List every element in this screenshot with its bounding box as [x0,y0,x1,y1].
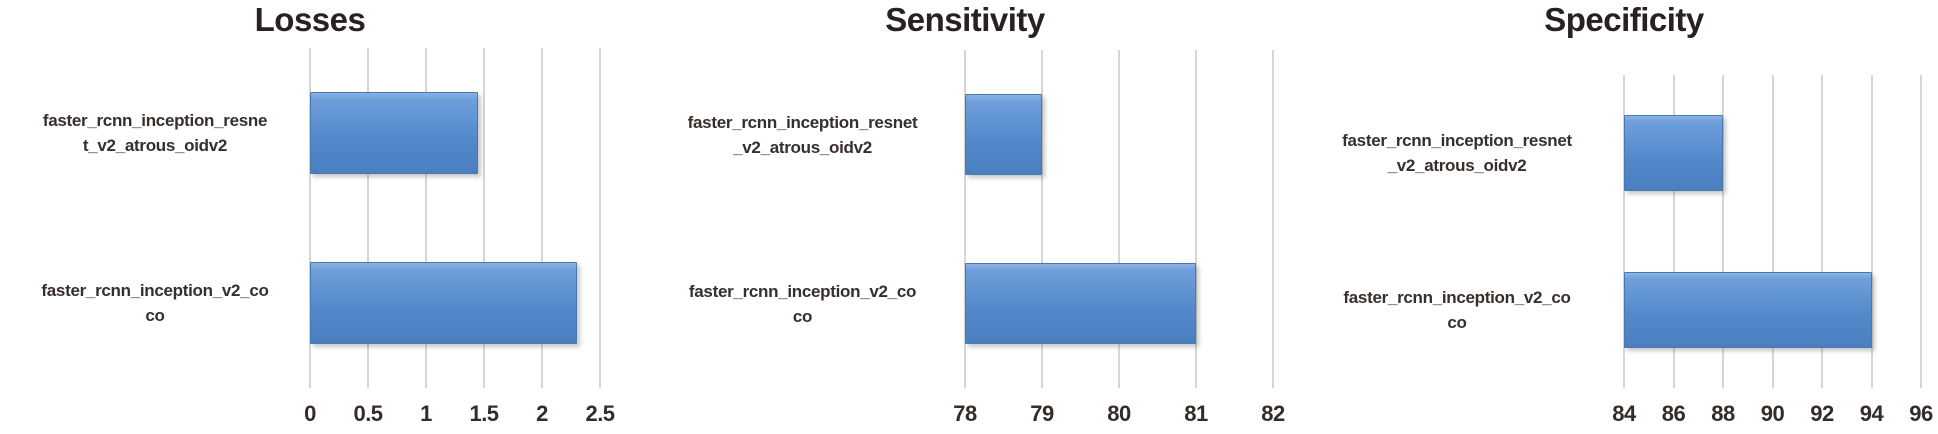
x-tick-label: 94 [1859,401,1884,426]
plot-area [964,50,1274,388]
gridline [1722,75,1724,388]
gridline [1623,75,1625,388]
plot-area [1623,75,1922,389]
category-label: faster_rcnn_inception_resnet _v2_atrous_… [1342,131,1572,176]
x-tick-label: 0.5 [353,401,383,426]
x-tick-label: 88 [1711,401,1735,426]
x-tick-label: 96 [1909,401,1933,426]
x-tick-label: 86 [1661,401,1686,426]
chart-specificity: Specificity faster_rcnn_inception_resnet… [1290,0,1938,434]
x-tick-label: 92 [1810,401,1834,426]
x-axis: 0 0.5 1 1.5 2 2.5 [304,388,615,434]
x-axis: 84 86 88 90 92 94 96 [1612,388,1933,434]
gridline [964,50,966,388]
x-tick-label: 1 [420,401,432,426]
chart-body: faster_rcnn_inception_resnet _v2_atrous_… [1290,0,1938,434]
gridline [309,48,311,388]
bar [1624,271,1872,348]
gridline [1041,50,1043,388]
gridline [541,48,543,388]
gridline [1920,75,1922,388]
x-tick-label: 2 [536,401,548,426]
bar-row [1624,232,1921,389]
category-axis: faster_rcnn_inception_resnet _v2_atrous_… [1290,75,1624,388]
category-axis: faster_rcnn_inception_resnet _v2_atrous_… [640,50,965,388]
bar [965,93,1042,176]
chart-sensitivity: Sensitivity faster_rcnn_inception_resnet… [640,0,1290,434]
gridline [1118,50,1120,388]
bar [965,262,1196,345]
gridline [1821,75,1823,388]
x-tick-label: 2.5 [585,401,615,426]
bar-row [965,219,1273,388]
plot-column: 0 0.5 1 1.5 2 2.5 [304,48,615,434]
x-tick-label: 79 [1030,401,1054,426]
bar-row [1624,75,1921,232]
gridline [1771,75,1774,388]
chart-losses: Losses faster_rcnn_inception_resne t_v2_… [0,0,640,434]
chart-title: Specificity [1544,1,1704,38]
gridline [1195,50,1197,388]
plot-area [309,48,601,388]
bar [1624,115,1723,192]
bar-row [965,50,1273,219]
category-label: faster_rcnn_inception_v2_co co [688,281,917,326]
chart-body: faster_rcnn_inception_resnet _v2_atrous_… [640,0,1290,434]
category-label: faster_rcnn_inception_v2_co co [41,281,269,325]
x-tick-label: 84 [1612,401,1636,426]
gridline [425,48,427,388]
bar [310,261,577,345]
gridline [599,48,601,388]
gridline [483,48,485,388]
x-tick-label: 80 [1107,401,1131,426]
x-tick-label: 82 [1261,401,1285,426]
plot-column: 78 79 80 81 82 [953,50,1285,434]
x-tick-label: 78 [953,401,977,426]
x-tick-label: 90 [1760,401,1785,426]
category-axis: faster_rcnn_inception_resne t_v2_atrous_… [0,48,310,388]
gridline [1672,75,1675,388]
gridline [367,48,369,388]
x-tick-label: 0 [304,401,316,426]
bar-row [310,48,600,218]
plot-column: 84 86 88 90 92 94 96 [1612,75,1933,434]
x-tick-label: 1.5 [469,401,499,426]
gridline [1272,50,1274,388]
category-label: faster_rcnn_inception_v2_co co [1343,287,1571,332]
category-label: faster_rcnn_inception_resne t_v2_atrous_… [42,111,268,155]
bar-row [310,218,600,388]
bar [310,91,479,175]
x-axis: 78 79 80 81 82 [953,388,1285,434]
chart-title: Losses [254,1,366,38]
x-tick-label: 81 [1184,401,1208,426]
chart-body: faster_rcnn_inception_resne t_v2_atrous_… [0,0,640,434]
chart-title: Sensitivity [885,1,1045,38]
category-label: faster_rcnn_inception_resnet _v2_atrous_… [687,112,918,157]
gridline [1870,75,1873,388]
